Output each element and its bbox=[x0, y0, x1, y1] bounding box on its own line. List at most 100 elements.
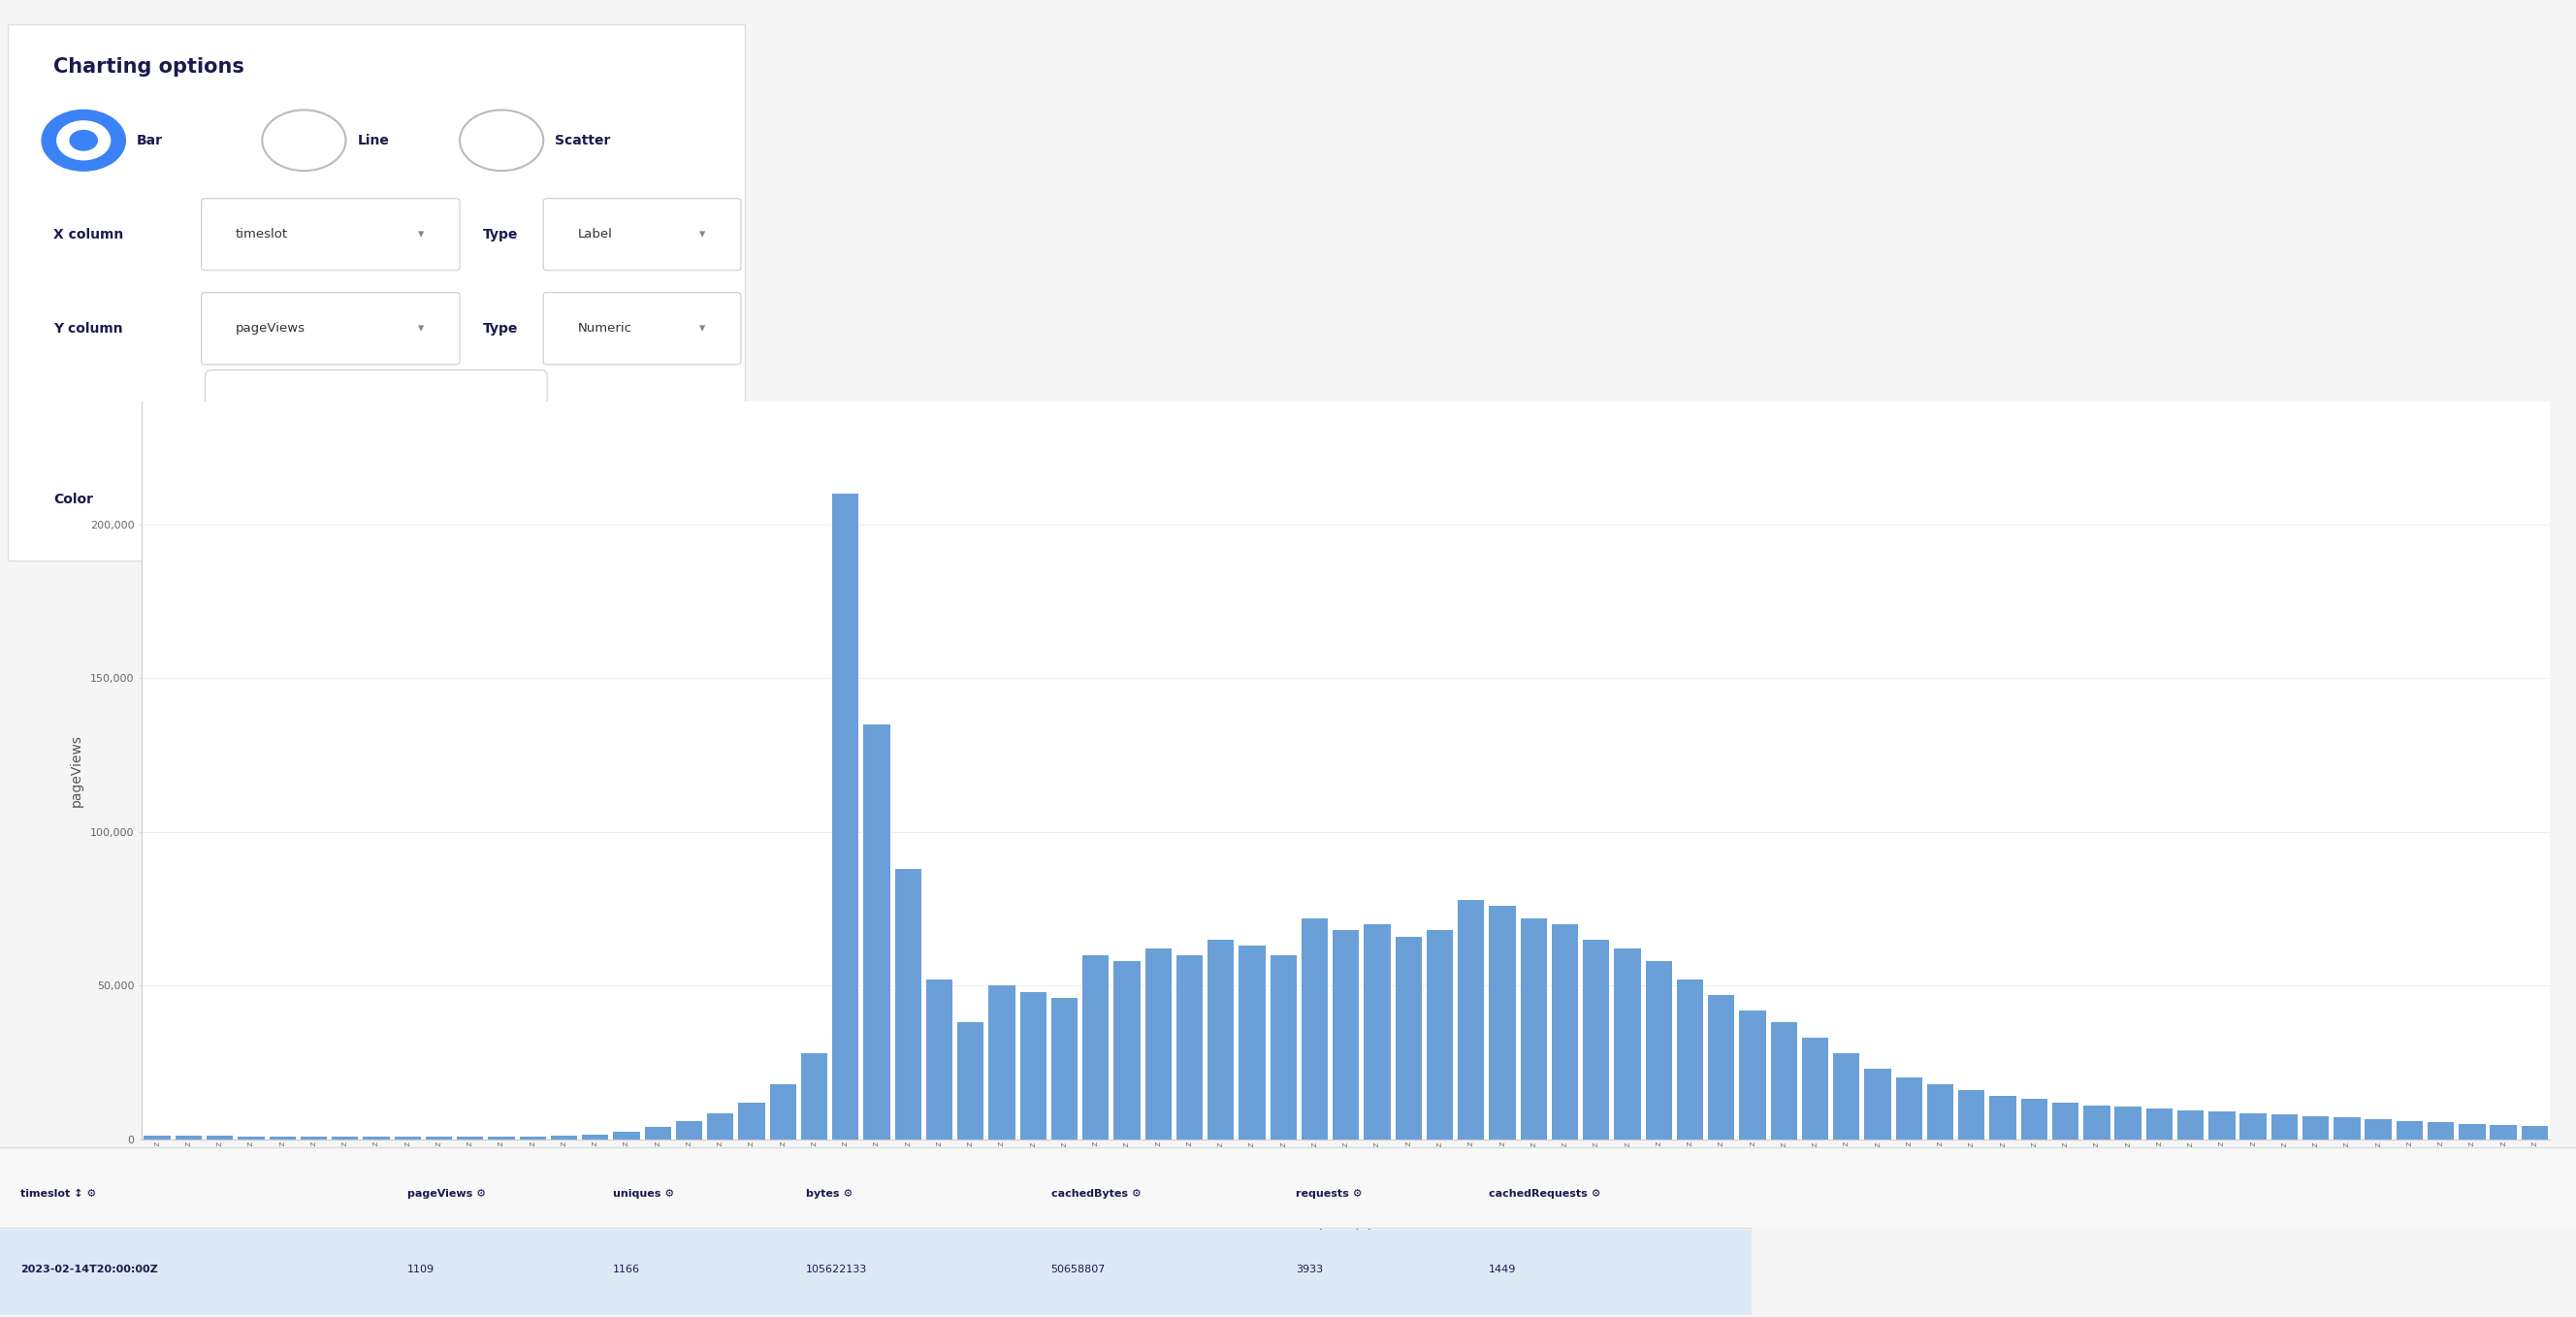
Bar bbox=[2365, 1119, 2391, 1139]
Text: ▾: ▾ bbox=[698, 323, 706, 335]
Bar bbox=[268, 1137, 296, 1139]
Bar bbox=[1551, 925, 1579, 1139]
Text: ▾: ▾ bbox=[417, 323, 425, 335]
Bar bbox=[958, 1022, 984, 1139]
Bar bbox=[1834, 1054, 1860, 1139]
Bar bbox=[551, 1135, 577, 1139]
Bar bbox=[1739, 1010, 1767, 1139]
Bar bbox=[394, 1137, 420, 1139]
Bar bbox=[1801, 1038, 1829, 1139]
Bar bbox=[301, 1137, 327, 1139]
Bar bbox=[832, 494, 858, 1139]
Bar bbox=[739, 1102, 765, 1139]
Bar bbox=[1770, 1022, 1798, 1139]
Bar bbox=[425, 1137, 453, 1139]
Bar bbox=[2303, 1115, 2329, 1139]
Text: 105622133: 105622133 bbox=[806, 1264, 868, 1274]
Text: cachedRequests ⚙: cachedRequests ⚙ bbox=[1489, 1189, 1602, 1198]
Bar bbox=[2177, 1110, 2205, 1139]
Text: requests ⚙: requests ⚙ bbox=[1296, 1189, 1363, 1198]
Bar bbox=[1113, 961, 1141, 1139]
Text: cachedBytes ⚙: cachedBytes ⚙ bbox=[1051, 1189, 1141, 1198]
Bar bbox=[1020, 992, 1046, 1139]
Bar bbox=[2053, 1102, 2079, 1139]
Bar bbox=[206, 1137, 234, 1139]
Text: 3933: 3933 bbox=[1296, 1264, 1324, 1274]
Bar bbox=[2427, 1122, 2455, 1139]
Text: timeslot ↕ ⚙: timeslot ↕ ⚙ bbox=[21, 1189, 98, 1198]
Bar bbox=[1646, 961, 1672, 1139]
Bar bbox=[1927, 1084, 1953, 1139]
Bar bbox=[2115, 1106, 2141, 1139]
Text: Color: Color bbox=[54, 493, 93, 507]
FancyBboxPatch shape bbox=[206, 370, 546, 453]
Text: -- none --: -- none -- bbox=[510, 494, 564, 506]
Bar bbox=[770, 1084, 796, 1139]
Bar bbox=[1582, 939, 1610, 1139]
Bar bbox=[1208, 939, 1234, 1139]
Bar bbox=[2084, 1105, 2110, 1139]
Bar bbox=[237, 1137, 265, 1139]
Bar bbox=[2491, 1125, 2517, 1139]
Bar bbox=[1082, 955, 1110, 1139]
Bar bbox=[2522, 1126, 2548, 1139]
FancyBboxPatch shape bbox=[0, 1230, 1752, 1316]
Bar bbox=[2239, 1113, 2267, 1139]
Bar bbox=[1363, 925, 1391, 1139]
Bar bbox=[1239, 946, 1265, 1139]
FancyBboxPatch shape bbox=[8, 24, 744, 561]
Text: 1449: 1449 bbox=[1489, 1264, 1517, 1274]
Bar bbox=[456, 1137, 484, 1139]
Text: ▾: ▾ bbox=[417, 228, 425, 241]
Text: uniques ⚙: uniques ⚙ bbox=[613, 1189, 675, 1198]
Text: Line: Line bbox=[358, 133, 389, 148]
Circle shape bbox=[263, 111, 345, 171]
Bar bbox=[1520, 918, 1548, 1139]
Bar bbox=[613, 1131, 639, 1139]
FancyBboxPatch shape bbox=[544, 199, 742, 270]
Bar bbox=[2208, 1112, 2236, 1139]
Circle shape bbox=[57, 121, 111, 159]
Bar bbox=[1427, 930, 1453, 1139]
Bar bbox=[1301, 918, 1329, 1139]
Bar bbox=[582, 1134, 608, 1139]
FancyBboxPatch shape bbox=[201, 292, 459, 365]
Text: Swap X and Y: Swap X and Y bbox=[335, 406, 417, 417]
Bar bbox=[1144, 948, 1172, 1139]
Bar bbox=[1458, 900, 1484, 1139]
Text: timeslot: timeslot bbox=[234, 228, 289, 241]
Bar bbox=[801, 1054, 827, 1139]
X-axis label: timeslot: timeslot bbox=[1319, 1226, 1373, 1239]
Bar bbox=[1865, 1068, 1891, 1139]
Bar bbox=[1677, 980, 1703, 1139]
FancyBboxPatch shape bbox=[0, 1147, 2576, 1227]
Y-axis label: pageViews: pageViews bbox=[70, 734, 82, 807]
FancyBboxPatch shape bbox=[544, 292, 742, 365]
Bar bbox=[1708, 994, 1734, 1139]
Bar bbox=[487, 1137, 515, 1139]
Bar bbox=[1396, 936, 1422, 1139]
Bar bbox=[1270, 955, 1296, 1139]
Text: Charting options: Charting options bbox=[54, 58, 245, 76]
Bar bbox=[706, 1113, 734, 1139]
Text: Size: Size bbox=[407, 493, 438, 507]
Text: pageViews: pageViews bbox=[234, 323, 307, 335]
Bar bbox=[894, 869, 922, 1139]
Text: Y column: Y column bbox=[54, 321, 124, 336]
Text: 50658807: 50658807 bbox=[1051, 1264, 1105, 1274]
Bar bbox=[675, 1121, 703, 1139]
Bar bbox=[1958, 1090, 1986, 1139]
Text: Numeric: Numeric bbox=[577, 323, 631, 335]
Text: X column: X column bbox=[54, 228, 124, 241]
Bar bbox=[144, 1135, 170, 1139]
Circle shape bbox=[459, 111, 544, 171]
Circle shape bbox=[41, 111, 126, 171]
Text: 1166: 1166 bbox=[613, 1264, 641, 1274]
Bar bbox=[2396, 1121, 2424, 1139]
Bar bbox=[1051, 998, 1077, 1139]
Text: bytes ⚙: bytes ⚙ bbox=[806, 1189, 853, 1198]
Bar bbox=[1896, 1077, 1922, 1139]
Bar bbox=[332, 1137, 358, 1139]
Bar bbox=[2020, 1100, 2048, 1139]
Bar bbox=[520, 1137, 546, 1139]
